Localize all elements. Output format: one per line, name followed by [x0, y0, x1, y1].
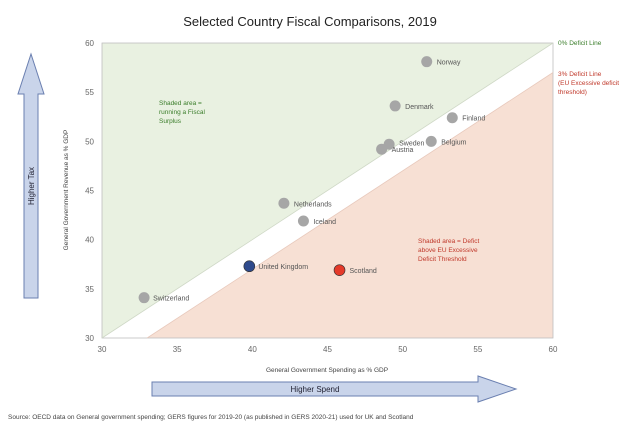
data-label-iceland: Iceland	[313, 219, 336, 226]
x-axis-title: General Government Spending as % GDP	[266, 367, 388, 374]
x-tick-label: 45	[323, 345, 332, 354]
data-label-switzerland: Switzerland	[153, 296, 189, 303]
x-tick-label: 30	[98, 345, 107, 354]
data-point-denmark	[389, 100, 401, 112]
data-label-norway: Norway	[437, 60, 461, 67]
plot-area: 30 35 40 45 50 55 60 30 35 40 45 50 55 60 0% Deficit L…	[85, 39, 619, 354]
y-tick-label: 55	[85, 88, 94, 97]
x-tick-label: 55	[473, 345, 482, 354]
data-point-iceland	[297, 215, 309, 227]
data-label-denmark: Denmark	[405, 104, 434, 111]
source-note: Source: OECD data on General government …	[8, 414, 414, 421]
data-point-norway	[421, 56, 433, 68]
deficit-annotation: Shaded area = Defict above EU Excessive De…	[418, 238, 479, 263]
x-tick-label: 60	[549, 345, 558, 354]
chart-title: Selected Country Fiscal Comparisons, 201…	[183, 14, 437, 29]
data-label-scotland: Scotland	[350, 268, 377, 275]
data-point-finland	[446, 112, 458, 124]
data-label-sweden: Sweden	[399, 140, 424, 147]
zero-deficit-line-label: 0% Deficit Line	[558, 40, 602, 47]
data-point-united-kingdom	[243, 260, 256, 273]
zero-deficit-line	[101, 42, 554, 339]
y-tick-label: 35	[85, 285, 94, 294]
x-tick-label: 35	[173, 345, 182, 354]
data-point-austria	[376, 143, 388, 155]
three-pct-deficit-line-label: 3% Deficit Line (EU Excessive deficit thre…	[558, 71, 619, 96]
data-point-netherlands	[278, 197, 290, 209]
data-point-switzerland	[138, 292, 150, 304]
y-axis-title: General Government Revenue as % GDP	[63, 130, 70, 251]
higher-spend-label: Higher Spend	[291, 385, 340, 394]
higher-tax-label: Higher Tax	[27, 167, 36, 205]
higher-spend-arrow: Higher Spend	[151, 375, 518, 403]
x-tick-label: 40	[248, 345, 257, 354]
y-tick-label: 60	[85, 39, 94, 48]
surplus-annotation: Shaded area = running a Fiscal Surplus	[159, 100, 205, 125]
data-point-scotland	[333, 264, 346, 276]
y-tick-label: 50	[85, 137, 94, 146]
data-point-belgium	[425, 135, 437, 147]
data-label-belgium: Belgium	[441, 139, 466, 146]
x-tick-label: 50	[398, 345, 407, 354]
y-tick-label: 45	[85, 187, 94, 196]
y-tick-label: 30	[85, 334, 94, 343]
data-label-finland: Finland	[462, 116, 485, 123]
plot-border	[101, 42, 554, 339]
data-label-united-kingdom: United Kingdom	[258, 264, 308, 271]
higher-tax-arrow: Higher Tax	[17, 52, 45, 299]
data-label-netherlands: Netherlands	[294, 201, 332, 208]
data-label-austria: Austria	[392, 147, 414, 154]
three-pct-deficit-line	[146, 72, 554, 339]
y-tick-label: 40	[85, 236, 94, 245]
